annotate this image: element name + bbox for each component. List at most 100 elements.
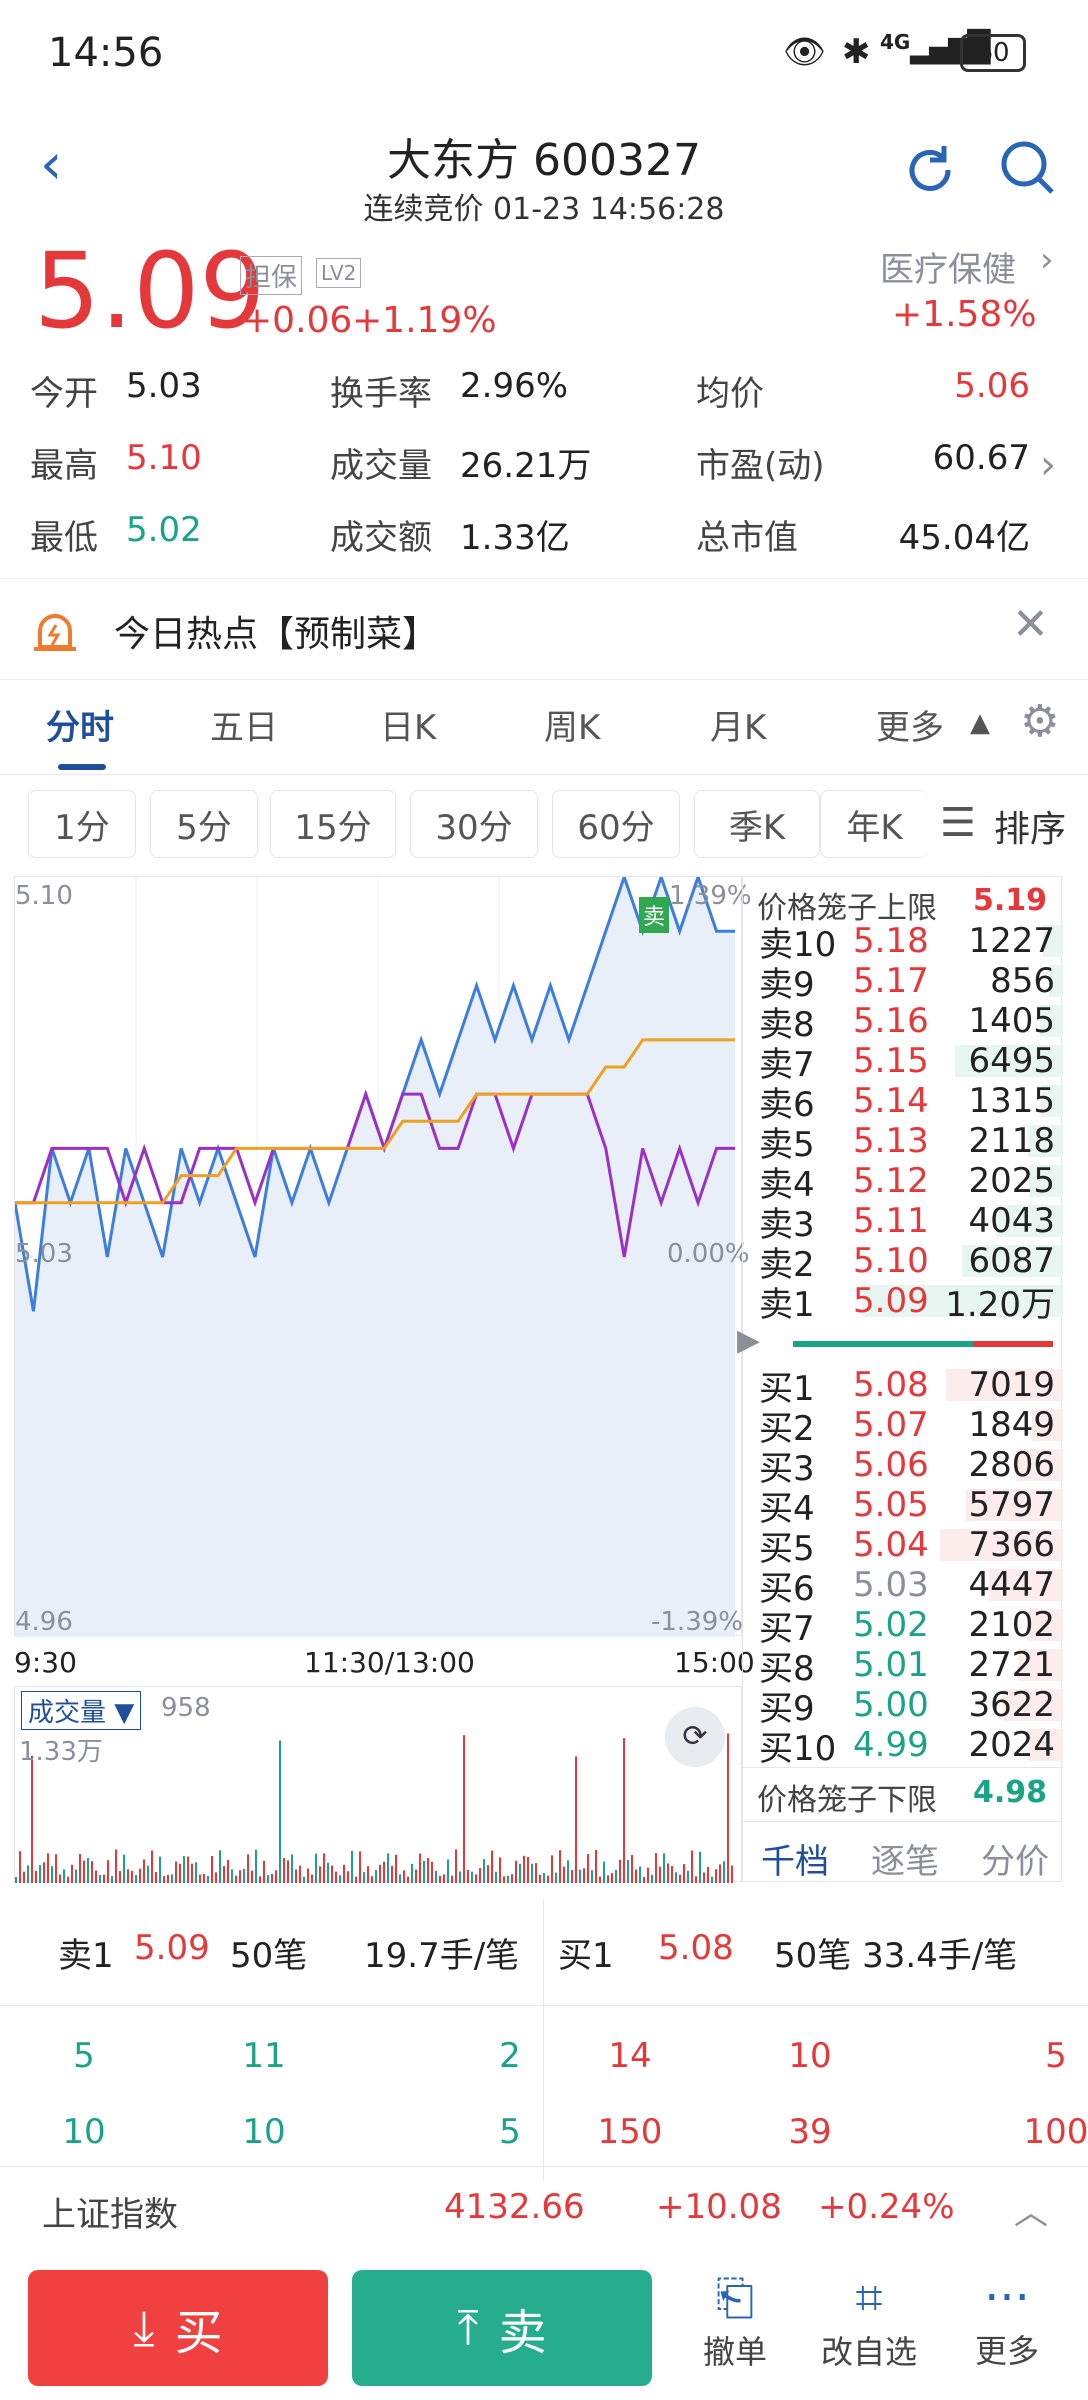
volume-selector[interactable]: 成交量 ▼: [21, 1691, 142, 1730]
ask-row[interactable]: 卖6 5.14 1315: [743, 1081, 1063, 1125]
volume-bar: [547, 1875, 549, 1883]
chip-15min[interactable]: 15分: [270, 790, 396, 858]
sell1-orders: 50笔: [230, 1936, 308, 1976]
tab-five-day[interactable]: 五日: [210, 708, 278, 748]
buy-button[interactable]: ⤓ 买: [28, 2270, 328, 2386]
stat-label: 成交额: [330, 518, 432, 558]
sell-button[interactable]: ⤒ 卖: [352, 2270, 652, 2386]
level-price: 5.15: [853, 1041, 929, 1081]
volume-bar: [127, 1869, 129, 1883]
volume-bar: [143, 1859, 145, 1883]
level-volume: 5797: [968, 1485, 1055, 1525]
volume-bar: [139, 1868, 141, 1883]
bid-row[interactable]: 买4 5.05 5797: [743, 1485, 1063, 1529]
undo-icon: ⎗: [715, 2270, 755, 2326]
chip-5min[interactable]: 5分: [150, 790, 258, 858]
tab-tick-by-tick[interactable]: 逐笔: [871, 1842, 939, 1882]
bid-row[interactable]: 买6 5.03 4447: [743, 1565, 1063, 1609]
level-price: 5.00: [853, 1685, 929, 1725]
chip-60min[interactable]: 60分: [552, 790, 680, 858]
tab-more[interactable]: 更多: [876, 708, 944, 748]
bid-row[interactable]: 买8 5.01 2721: [743, 1645, 1063, 1689]
volume-bar: [683, 1864, 685, 1883]
stats-expand-icon[interactable]: ›: [1040, 442, 1056, 488]
volume-bar: [95, 1870, 97, 1883]
ask-row[interactable]: 卖2 5.10 6087: [743, 1241, 1063, 1285]
chip-quarter-k[interactable]: 季K: [694, 790, 820, 858]
volume-bar: [707, 1866, 709, 1883]
cancel-order-button[interactable]: ⎗ 撤单: [690, 2270, 780, 2373]
volume-bar: [551, 1855, 553, 1883]
collapse-arrow-icon[interactable]: ▶: [737, 1323, 761, 1358]
tab-weekly-k[interactable]: 周K: [544, 708, 601, 748]
menu-icon[interactable]: ☰: [940, 800, 976, 846]
volume-bar: [507, 1875, 509, 1883]
bid-row[interactable]: 买7 5.02 2102: [743, 1605, 1063, 1649]
edit-watchlist-button[interactable]: ⌗ 改自选: [814, 2270, 924, 2373]
chip-1min[interactable]: 1分: [28, 790, 136, 858]
gear-icon[interactable]: ⚙: [1020, 696, 1060, 747]
more-icon: ···: [984, 2270, 1030, 2326]
ask-row[interactable]: 卖3 5.11 4043: [743, 1201, 1063, 1245]
volume-bar: [603, 1861, 605, 1883]
index-bar[interactable]: 上证指数 4132.66 +10.08 +0.24% ︿: [0, 2166, 1088, 2250]
sell-queue-volume: 5: [499, 2112, 521, 2152]
sector-link[interactable]: 医疗保健: [880, 250, 1016, 290]
sector-pct: +1.58%: [892, 294, 1037, 335]
tab-thousand-depth[interactable]: 千档: [761, 1842, 829, 1882]
volume-bar: [715, 1869, 717, 1883]
price-area: [15, 877, 735, 1637]
ask-row[interactable]: 卖9 5.17 856: [743, 961, 1063, 1005]
volume-bar: [275, 1870, 277, 1883]
buy-queue-volume: 39: [788, 2112, 832, 2152]
tab-monthly-k[interactable]: 月K: [710, 708, 767, 748]
bid-row[interactable]: 买1 5.08 7019: [743, 1365, 1063, 1409]
more-button[interactable]: ··· 更多: [962, 2270, 1052, 2372]
volume-bar: [339, 1875, 341, 1883]
ask-row[interactable]: 卖7 5.15 6495: [743, 1041, 1063, 1085]
volume-bar: [591, 1870, 593, 1883]
tab-intraday[interactable]: 分时: [46, 708, 114, 748]
sell-queue-volume: 10: [242, 2112, 286, 2152]
hot-topic-bar[interactable]: 今日热点【预制菜】 ✕: [0, 578, 1088, 680]
stat-value: 5.02: [126, 510, 202, 550]
chip-year-k[interactable]: 年K: [820, 790, 928, 858]
stat-value: 26.21万: [460, 446, 592, 486]
level-volume: 1315: [968, 1081, 1055, 1121]
buy-queue-volume: 100: [1023, 2112, 1088, 2152]
back-button[interactable]: ‹: [40, 132, 63, 197]
volume-bar: [115, 1849, 117, 1883]
ask-row[interactable]: 卖10 5.18 1227: [743, 921, 1063, 965]
bid-row[interactable]: 买5 5.04 7366: [743, 1525, 1063, 1569]
bid-row[interactable]: 买2 5.07 1849: [743, 1405, 1063, 1449]
triangle-up-icon: ▲: [970, 708, 990, 738]
chevron-right-icon: ›: [1040, 240, 1054, 280]
volume-bar: [535, 1863, 537, 1883]
bid-row[interactable]: 买3 5.06 2806: [743, 1445, 1063, 1489]
bid-row[interactable]: 买10 4.99 2024: [743, 1725, 1063, 1769]
intraday-chart[interactable]: 5.10 4.96 5.03 1.39% -1.39% 0.00% 卖: [14, 876, 752, 1637]
volume-bar: [491, 1850, 493, 1883]
rotate-icon[interactable]: ⟳: [665, 1707, 725, 1767]
volume-bar: [315, 1853, 317, 1883]
tab-price-dist[interactable]: 分价: [981, 1842, 1049, 1882]
stat-label: 总市值: [696, 518, 798, 558]
volume-bar: [243, 1868, 245, 1883]
edit-label: 改自选: [820, 2333, 917, 2371]
tab-daily-k[interactable]: 日K: [380, 708, 437, 748]
refresh-icon[interactable]: [900, 140, 960, 200]
pct-zero-label: 0.00%: [667, 1239, 750, 1269]
chip-30min[interactable]: 30分: [410, 790, 538, 858]
level-label: 买9: [759, 1688, 815, 1729]
sort-button[interactable]: 排序: [994, 809, 1067, 850]
search-icon[interactable]: [998, 138, 1058, 198]
volume-bar: [671, 1865, 673, 1883]
bid-row[interactable]: 买9 5.00 3622: [743, 1685, 1063, 1729]
ask-row[interactable]: 卖8 5.16 1405: [743, 1001, 1063, 1045]
close-icon[interactable]: ✕: [1012, 599, 1049, 650]
chevron-up-icon[interactable]: ︿: [1014, 2193, 1048, 2233]
ask-row[interactable]: 卖4 5.12 2025: [743, 1161, 1063, 1205]
volume-bar: [323, 1853, 325, 1883]
ask-row[interactable]: 卖1 5.09 1.20万: [743, 1281, 1063, 1325]
ask-row[interactable]: 卖5 5.13 2118: [743, 1121, 1063, 1165]
